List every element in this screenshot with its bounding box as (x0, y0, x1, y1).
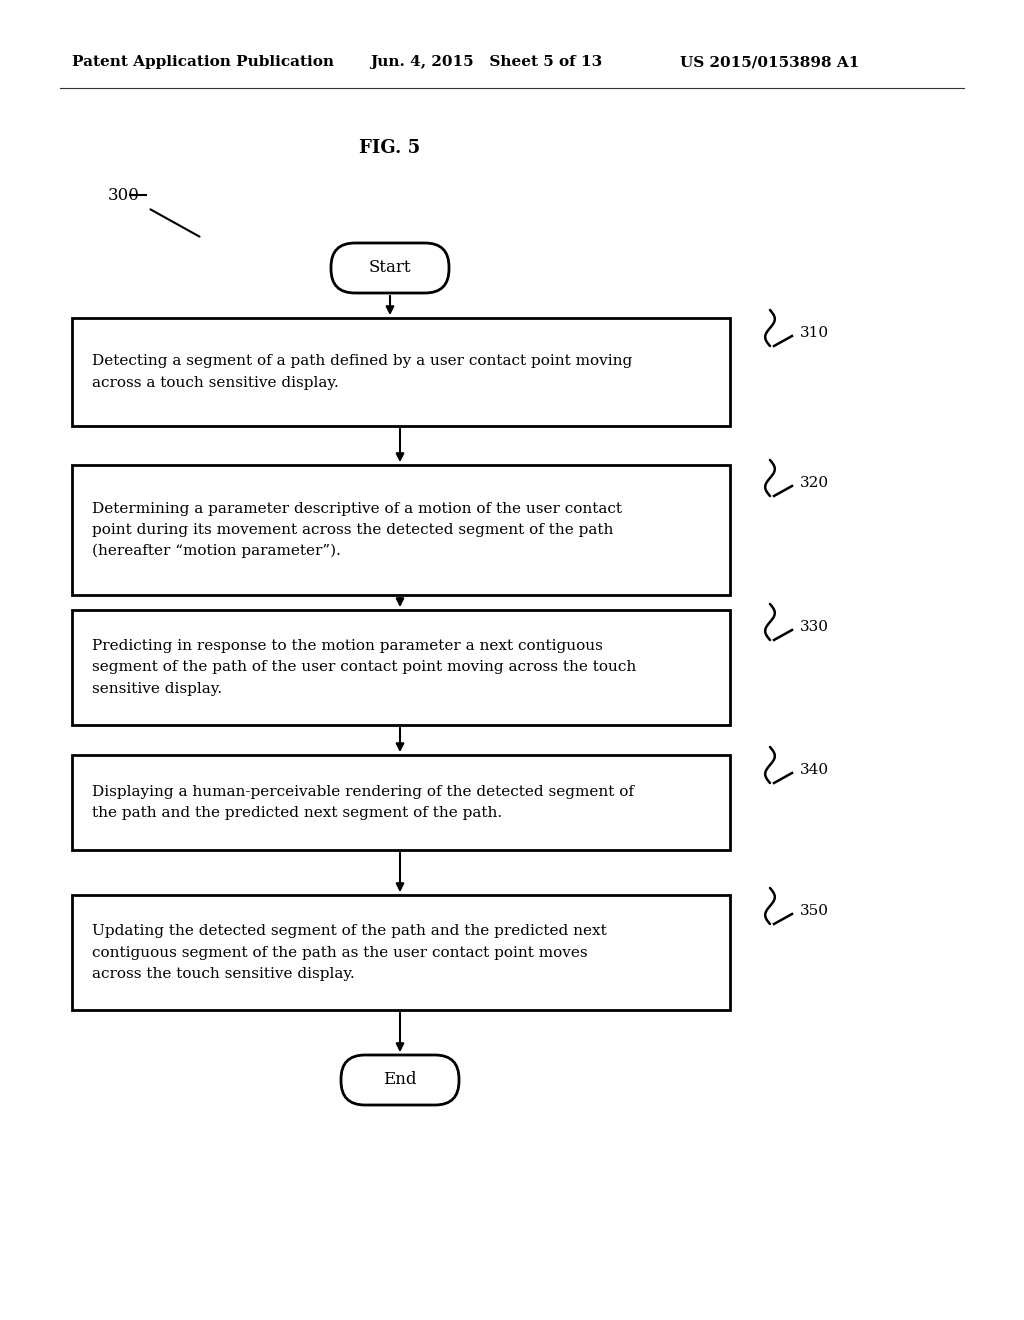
Text: 310: 310 (800, 326, 829, 341)
Text: 340: 340 (800, 763, 829, 777)
Bar (72, 610, 730, 725)
Text: US 2015/0153898 A1: US 2015/0153898 A1 (680, 55, 859, 69)
Text: 300: 300 (108, 186, 140, 203)
FancyBboxPatch shape (331, 243, 449, 293)
Text: 320: 320 (800, 477, 829, 490)
Text: 350: 350 (800, 904, 829, 917)
Text: End: End (383, 1072, 417, 1089)
Text: Updating the detected segment of the path and the predicted next
contiguous segm: Updating the detected segment of the pat… (92, 924, 607, 981)
Bar (72, 895, 730, 1010)
Text: Patent Application Publication: Patent Application Publication (72, 55, 334, 69)
Text: FIG. 5: FIG. 5 (359, 139, 421, 157)
Text: Predicting in response to the motion parameter a next contiguous
segment of the : Predicting in response to the motion par… (92, 639, 636, 696)
Text: Determining a parameter descriptive of a motion of the user contact
point during: Determining a parameter descriptive of a… (92, 502, 622, 558)
Text: Jun. 4, 2015   Sheet 5 of 13: Jun. 4, 2015 Sheet 5 of 13 (370, 55, 602, 69)
Text: Start: Start (369, 260, 412, 276)
Bar (72, 318, 730, 426)
Text: Detecting a segment of a path defined by a user contact point moving
across a to: Detecting a segment of a path defined by… (92, 355, 632, 389)
Bar (72, 465, 730, 595)
Text: Displaying a human-perceivable rendering of the detected segment of
the path and: Displaying a human-perceivable rendering… (92, 785, 634, 820)
Bar (72, 755, 730, 850)
FancyBboxPatch shape (341, 1055, 459, 1105)
Text: 330: 330 (800, 620, 829, 634)
